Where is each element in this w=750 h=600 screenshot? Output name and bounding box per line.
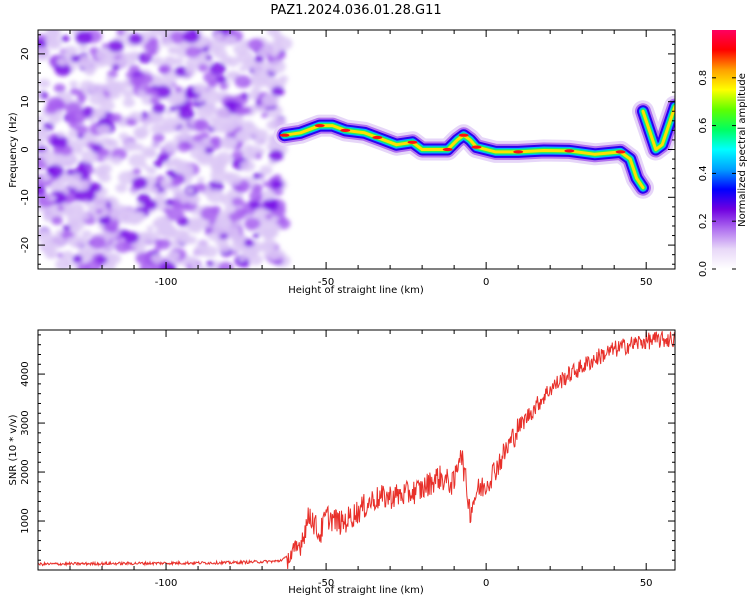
ridge-peak (340, 128, 351, 132)
snr-y-tick-label: 4000 (20, 361, 31, 386)
ridge-peak (513, 150, 524, 154)
colorbar-tick-label: 0.6 (698, 118, 709, 134)
snr-panel: -100 -50 0 50 1000 2000 3000 4000 Height of st… (8, 329, 676, 596)
spectrogram-y-label: Frequency (Hz) (8, 112, 19, 188)
snr-series-line (38, 331, 675, 570)
colorbar-tick-label: 0.8 (698, 70, 709, 86)
snr-y-label: SNR (10 * v/v) (8, 414, 19, 485)
colorbar-ticks: 0.0 0.2 0.4 0.6 0.8 (698, 70, 736, 277)
snr-x-tick-label: -50 (318, 578, 334, 589)
spectrogram-y-ticks: -20 -10 0 10 20 (20, 34, 675, 265)
spectrogram-y-tick-label: -10 (20, 189, 31, 205)
spectrogram-y-tick-label: 10 (20, 95, 31, 108)
spectrogram-x-tick-label: -100 (155, 277, 178, 288)
figure-title: PAZ1.2024.036.01.28.G11 (270, 3, 441, 18)
colorbar-label: Normalized spectral amplitude (737, 73, 748, 227)
colorbar: 0.0 0.2 0.4 0.6 0.8 Normalized spectral ampl… (698, 30, 748, 277)
spectrogram-x-ticks: -100 -50 0 50 (37, 30, 653, 288)
ridge-peak (407, 140, 418, 144)
colorbar-tick-label: 0.0 (698, 261, 709, 277)
spectrogram-x-tick-label: 0 (483, 277, 489, 288)
spectrogram-x-label: Height of straight line (km) (288, 285, 424, 296)
snr-frame (37, 329, 676, 571)
snr-x-ticks: -100 -50 0 50 (37, 330, 653, 589)
colorbar-tick-label: 0.2 (698, 213, 709, 229)
spectrogram-y-tick-label: 20 (20, 48, 31, 61)
snr-x-tick-label: 50 (640, 578, 653, 589)
spectrogram-x-tick-label: 50 (640, 277, 653, 288)
ridge-peak (564, 149, 575, 153)
colorbar-tick-label: 0.4 (698, 165, 709, 181)
spectrogram-x-tick-label: -50 (318, 277, 334, 288)
spectrogram-y-tick-label: -20 (20, 237, 31, 253)
ridge-peak (471, 145, 482, 149)
ridge-peak (615, 150, 626, 154)
ridge-peak (314, 124, 325, 128)
spectrogram-ridge (273, 95, 675, 199)
colorbar-gradient (712, 30, 736, 269)
snr-x-label: Height of straight line (km) (288, 585, 424, 596)
spectrogram-y-tick-label: 0 (20, 146, 31, 152)
spectrogram-noise-field (38, 30, 293, 269)
snr-x-tick-label: 0 (483, 578, 489, 589)
snr-y-tick-label: 1000 (20, 508, 31, 533)
ridge-peak (372, 135, 383, 140)
snr-x-tick-label: -100 (155, 578, 178, 589)
ridge-peak (442, 147, 453, 152)
snr-y-tick-label: 3000 (20, 410, 31, 435)
ridge-right-band (641, 105, 675, 151)
snr-y-ticks: 1000 2000 3000 4000 (20, 334, 675, 561)
snr-y-tick-label: 2000 (20, 459, 31, 484)
ridge-peak (279, 133, 290, 137)
ridge-peak (458, 133, 469, 137)
